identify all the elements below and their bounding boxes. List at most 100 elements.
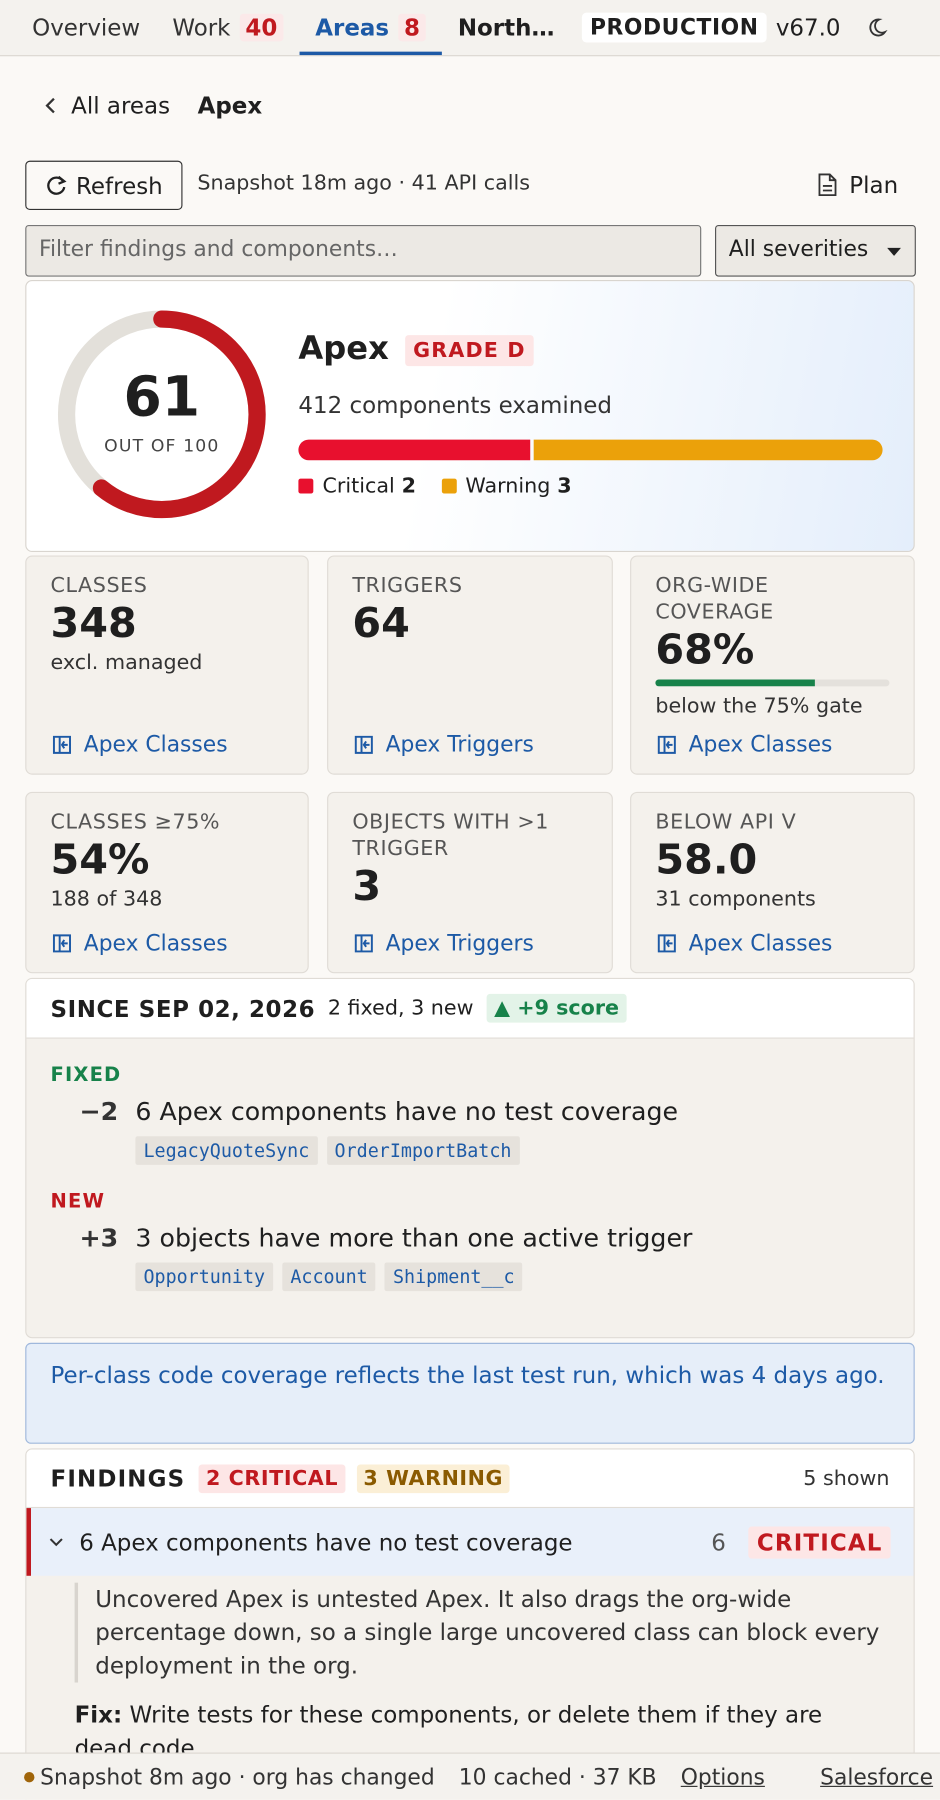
- link-icon: [657, 934, 676, 953]
- finding-row[interactable]: 6 Apex components have no test coverage …: [26, 1508, 914, 1576]
- legend-label: Critical: [322, 474, 395, 499]
- since-groups: FIXED −2 6 Apex components have no test co…: [26, 1064, 913, 1292]
- severity-segment: [534, 439, 883, 461]
- legend-item: Critical 2: [298, 474, 416, 498]
- filter-input[interactable]: Filter findings and components…: [25, 224, 702, 277]
- options-link[interactable]: Options: [680, 1764, 765, 1790]
- plan-icon: [818, 173, 837, 197]
- stat-label: TRIGGERS: [352, 573, 463, 598]
- nav-tab[interactable]: Work 40: [156, 0, 299, 55]
- salesforce-link[interactable]: Salesforce: [820, 1764, 934, 1790]
- coverage-track: [655, 679, 890, 687]
- change-group: NEW +3 3 objects have more than one active…: [26, 1190, 913, 1292]
- stat-link[interactable]: Apex Triggers: [352, 931, 587, 956]
- stat-label: BELOW API V: [655, 810, 797, 835]
- refresh-button[interactable]: Refresh: [25, 160, 183, 211]
- stat-card: ORG-WIDE COVERAGE 68% below the 75% gate Ap…: [630, 555, 915, 775]
- component-chips: Opportunity Account Shipment__c: [135, 1262, 889, 1292]
- component-chip[interactable]: Shipment__c: [384, 1262, 523, 1292]
- stat-link[interactable]: Apex Classes: [50, 931, 283, 956]
- severity-select[interactable]: All severities: [715, 224, 916, 277]
- legend-swatch: [298, 478, 314, 494]
- plan-button[interactable]: Plan: [817, 171, 898, 199]
- stat-card: CLASSES ≥75% 54% 188 of 348 Apex Classes: [25, 791, 309, 974]
- since-title: SINCE SEP 02, 2026: [50, 994, 316, 1023]
- stat-link[interactable]: Apex Triggers: [352, 732, 587, 757]
- stat-link-label: Apex Classes: [688, 930, 833, 957]
- link-icon: [52, 735, 71, 754]
- area-name: Apex: [298, 329, 389, 368]
- back-icon[interactable]: [41, 94, 59, 117]
- stat-value: 348: [50, 600, 137, 648]
- stat-card: BELOW API V 58.0 31 components Apex Classes: [630, 791, 915, 974]
- since-panel: SINCE SEP 02, 2026 2 fixed, 3 new ▲ +9 s…: [25, 977, 915, 1339]
- tab-count: 8: [398, 13, 426, 42]
- stat-card: CLASSES 348 excl. managed Apex Classes: [25, 555, 309, 775]
- examined-count: 412 components examined: [298, 391, 612, 419]
- legend-count: 3: [557, 474, 572, 499]
- stat-label: ORG-WIDE COVERAGE: [655, 573, 774, 625]
- stat-value: 58.0: [655, 836, 758, 884]
- stat-note: excl. managed: [50, 650, 203, 675]
- stat-card: TRIGGERS 64 Apex Triggers: [327, 555, 613, 775]
- stat-card: OBJECTS WITH >1 TRIGGER 3 Apex Triggers: [327, 791, 613, 974]
- severity-bar: [298, 439, 883, 461]
- stat-link[interactable]: Apex Classes: [655, 931, 889, 956]
- stat-label: OBJECTS WITH >1 TRIGGER: [352, 810, 549, 861]
- link-icon-shape: [657, 735, 676, 754]
- stat-label: CLASSES: [50, 573, 148, 598]
- link-icon-shape: [52, 934, 71, 953]
- link-icon: [354, 735, 373, 754]
- stat-link[interactable]: Apex Classes: [50, 732, 283, 757]
- severity-legend: Critical 2 Warning 3: [298, 474, 572, 499]
- score-max: 100: [183, 436, 219, 456]
- change-row: +3 3 objects have more than one active tr…: [50, 1225, 889, 1254]
- finding-description: Uncovered Apex is untested Apex. It also…: [74, 1582, 914, 1683]
- change-row: −2 6 Apex components have no test coverag…: [50, 1098, 889, 1127]
- link-icon: [657, 735, 676, 754]
- nav-tab[interactable]: Areas 8: [299, 0, 442, 56]
- severity-segment: [298, 439, 531, 461]
- plan-label: Plan: [849, 171, 899, 199]
- critical-badge: 2 CRITICAL: [199, 1463, 346, 1493]
- back-link[interactable]: All areas: [71, 91, 171, 120]
- footer-cache: 10 cached · 37 KB: [458, 1764, 657, 1790]
- breadcrumb: All areas Apex: [41, 91, 263, 120]
- score-value: 61: [123, 365, 200, 429]
- component-chip[interactable]: Opportunity: [135, 1262, 274, 1292]
- fix-label: Fix:: [74, 1700, 123, 1729]
- component-chips: LegacyQuoteSync OrderImportBatch: [135, 1136, 889, 1165]
- findings-title: FINDINGS: [50, 1464, 186, 1493]
- link-icon-shape: [354, 934, 373, 953]
- link-icon: [354, 934, 373, 953]
- moon-icon: [869, 18, 888, 37]
- api-version: v67.0: [775, 13, 841, 42]
- stat-note: below the 75% gate: [655, 694, 863, 719]
- gauge-arc: [57, 310, 266, 519]
- theme-toggle[interactable]: [866, 16, 889, 39]
- snapshot-status: Snapshot 18m ago · 41 API calls: [197, 171, 531, 196]
- stat-link[interactable]: Apex Classes: [655, 732, 889, 757]
- severity-select-label: All severities: [728, 236, 869, 262]
- stat-note: 31 components: [655, 887, 816, 912]
- stat-link-label: Apex Triggers: [385, 930, 534, 957]
- refresh-icon: [47, 175, 67, 195]
- score-card: 61 OUT OF 100 Apex GRADE D 412 component…: [25, 280, 915, 553]
- component-chip[interactable]: Account: [282, 1262, 376, 1292]
- footer: Snapshot 8m ago · org has changed 10 cac…: [0, 1752, 940, 1800]
- notice-banner: Per-class code coverage reflects the las…: [25, 1342, 915, 1444]
- shown-count: 5 shown: [803, 1466, 890, 1491]
- finding-count: 6: [711, 1528, 726, 1556]
- change-group: FIXED −2 6 Apex components have no test co…: [26, 1064, 913, 1165]
- nav-tab[interactable]: North…: [442, 0, 571, 55]
- component-chip[interactable]: OrderImportBatch: [326, 1136, 520, 1165]
- tab-label: Work: [172, 13, 231, 42]
- since-summary: 2 fixed, 3 new: [327, 996, 474, 1021]
- nav-tab[interactable]: Overview: [0, 0, 156, 55]
- stat-note: 188 of 348: [50, 887, 163, 912]
- component-chip[interactable]: LegacyQuoteSync: [135, 1136, 318, 1165]
- environment-badge: PRODUCTION: [581, 12, 767, 43]
- current-area: Apex: [197, 91, 263, 120]
- refresh-label: Refresh: [76, 171, 163, 200]
